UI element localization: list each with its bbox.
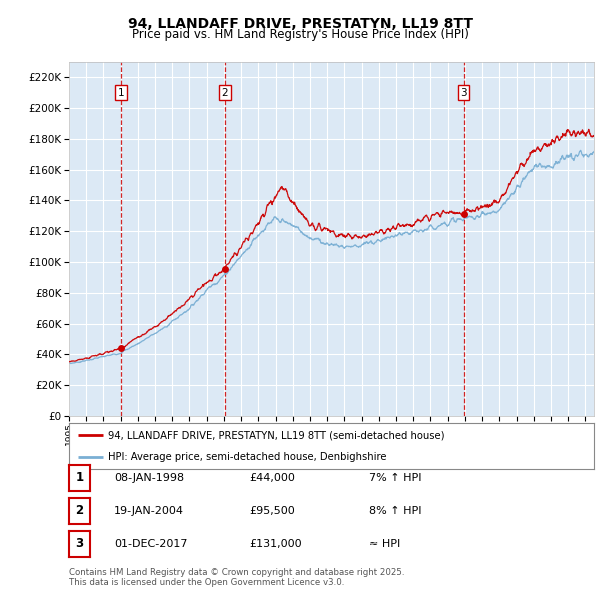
Text: 08-JAN-1998: 08-JAN-1998 xyxy=(114,473,184,483)
Text: £131,000: £131,000 xyxy=(249,539,302,549)
Text: ≈ HPI: ≈ HPI xyxy=(369,539,400,549)
Text: 1: 1 xyxy=(118,88,124,98)
Text: Contains HM Land Registry data © Crown copyright and database right 2025.
This d: Contains HM Land Registry data © Crown c… xyxy=(69,568,404,587)
Text: 2: 2 xyxy=(221,88,228,98)
Text: £95,500: £95,500 xyxy=(249,506,295,516)
Text: 1: 1 xyxy=(76,471,83,484)
Text: 7% ↑ HPI: 7% ↑ HPI xyxy=(369,473,421,483)
Text: 01-DEC-2017: 01-DEC-2017 xyxy=(114,539,187,549)
Text: £44,000: £44,000 xyxy=(249,473,295,483)
Text: 3: 3 xyxy=(460,88,467,98)
Text: Price paid vs. HM Land Registry's House Price Index (HPI): Price paid vs. HM Land Registry's House … xyxy=(131,28,469,41)
Text: 2: 2 xyxy=(76,504,83,517)
Text: 94, LLANDAFF DRIVE, PRESTATYN, LL19 8TT (semi-detached house): 94, LLANDAFF DRIVE, PRESTATYN, LL19 8TT … xyxy=(109,431,445,441)
Text: 8% ↑ HPI: 8% ↑ HPI xyxy=(369,506,421,516)
Text: 19-JAN-2004: 19-JAN-2004 xyxy=(114,506,184,516)
Text: 3: 3 xyxy=(76,537,83,550)
Text: 94, LLANDAFF DRIVE, PRESTATYN, LL19 8TT: 94, LLANDAFF DRIVE, PRESTATYN, LL19 8TT xyxy=(128,17,473,31)
Text: HPI: Average price, semi-detached house, Denbighshire: HPI: Average price, semi-detached house,… xyxy=(109,451,387,461)
